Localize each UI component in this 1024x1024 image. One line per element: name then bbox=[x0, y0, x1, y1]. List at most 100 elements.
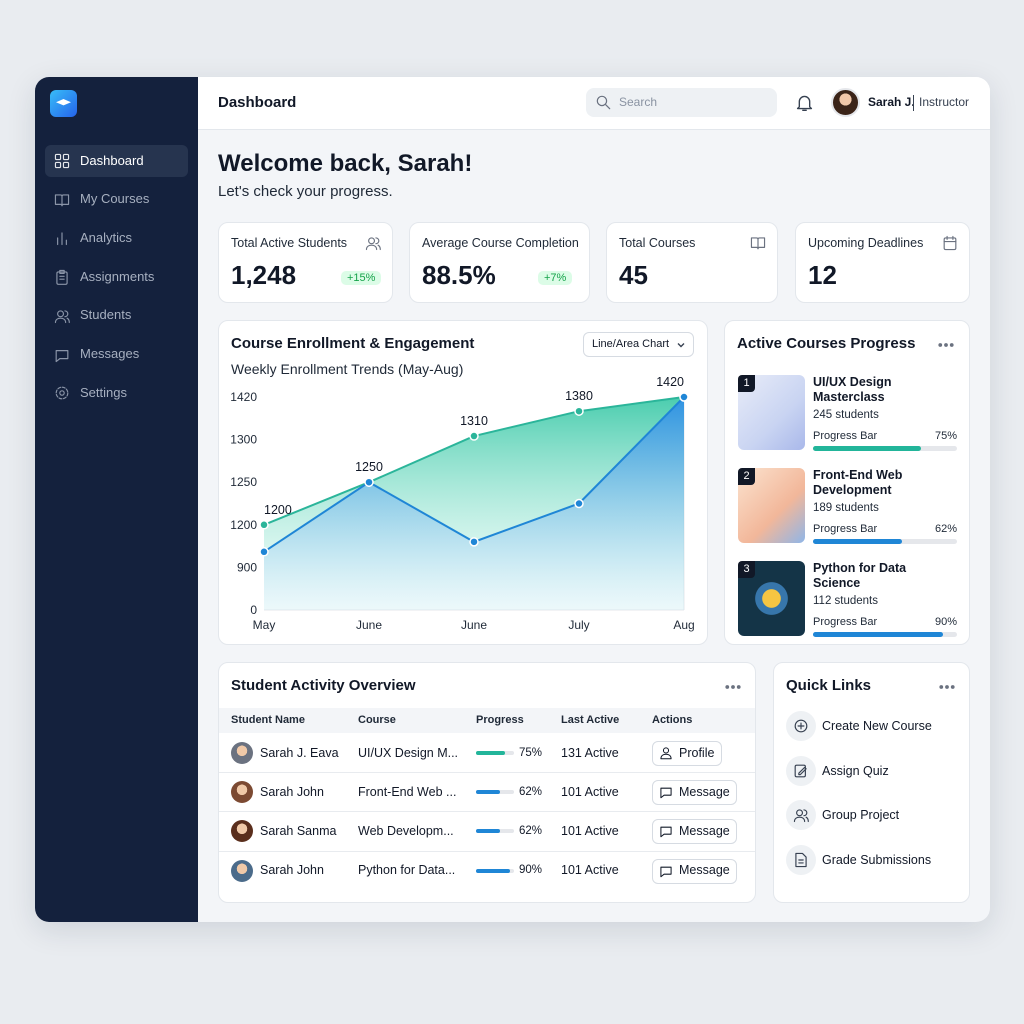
quick-link[interactable]: Group Project bbox=[822, 808, 900, 823]
data-label: 1380 bbox=[565, 389, 593, 403]
x-tick-label: July bbox=[568, 618, 589, 632]
row-divider bbox=[219, 850, 755, 852]
nav-icon-glyph bbox=[54, 310, 70, 323]
user-role: Instructor bbox=[913, 95, 969, 111]
nav-item[interactable]: Dashboard bbox=[80, 152, 144, 168]
quick-link[interactable]: Assign Quiz bbox=[822, 763, 889, 778]
quick-links-title: Quick Links bbox=[786, 677, 872, 695]
search-icon-glyph bbox=[596, 95, 611, 110]
stat-change: +15% bbox=[341, 270, 382, 286]
nav-icon-glyph bbox=[55, 349, 69, 362]
quick-links-menu bbox=[938, 678, 956, 696]
courses-menu bbox=[937, 336, 955, 354]
stat-value: 45 bbox=[619, 260, 648, 291]
data-label: 1250 bbox=[355, 460, 383, 474]
stat-value: 1,248 bbox=[231, 260, 297, 291]
user-avatar bbox=[831, 88, 860, 117]
quick-link-icon bbox=[793, 852, 809, 868]
welcome-subtitle: Let's check your progress. bbox=[218, 183, 393, 201]
course-rank: 2 bbox=[738, 468, 755, 485]
column-header: Student Name bbox=[231, 714, 305, 727]
course-title: UI/UX Design Masterclass bbox=[813, 375, 892, 404]
action-button[interactable] bbox=[652, 819, 737, 845]
quick-links-menu-glyph bbox=[939, 685, 955, 689]
y-tick-label: 1420 bbox=[230, 390, 257, 404]
action-label[interactable]: Message bbox=[679, 863, 730, 878]
nav-icon-glyph bbox=[56, 269, 68, 285]
nav-icon bbox=[54, 230, 70, 246]
area-fill bbox=[264, 397, 684, 610]
quick-link-icon-glyph bbox=[794, 719, 808, 733]
quick-link[interactable]: Create New Course bbox=[822, 718, 932, 733]
student-avatar bbox=[231, 781, 253, 804]
nav-item[interactable]: My Courses bbox=[80, 191, 150, 207]
quick-link-icon bbox=[793, 718, 809, 734]
quick-link[interactable]: Grade Submissions bbox=[822, 852, 932, 867]
chart-subtitle: Weekly Enrollment Trends (May-Aug) bbox=[231, 360, 464, 377]
courses-title: Active Courses Progress bbox=[737, 335, 916, 353]
course-students: 245 students bbox=[813, 408, 879, 421]
nav-item[interactable]: Messages bbox=[80, 346, 140, 362]
chart-control[interactable] bbox=[583, 332, 694, 357]
stat-value: 88.5% bbox=[422, 260, 496, 291]
student-name: Sarah Sanma bbox=[260, 824, 337, 839]
quick-link-icon bbox=[793, 763, 809, 779]
action-icon-glyph bbox=[660, 787, 672, 799]
user-name: Sarah J. bbox=[868, 95, 915, 110]
course-progress-label: 90% bbox=[935, 615, 958, 628]
nav-icon bbox=[54, 192, 70, 208]
nav-item[interactable]: Analytics bbox=[80, 229, 133, 245]
stat-label: Average Course Completion bbox=[422, 235, 579, 250]
y-tick-label: 900 bbox=[237, 560, 257, 574]
nav-icon bbox=[54, 269, 70, 285]
nav-icon bbox=[54, 153, 70, 169]
column-header: Last Active bbox=[561, 714, 620, 727]
action-label[interactable]: Profile bbox=[679, 745, 715, 760]
last-active: 101 Active bbox=[561, 863, 619, 878]
table-header-bg bbox=[219, 708, 755, 733]
row-divider bbox=[219, 811, 755, 813]
chart-control-caret bbox=[675, 338, 687, 350]
student-avatar bbox=[231, 820, 253, 843]
last-active: 101 Active bbox=[561, 824, 619, 839]
course-progress-bar bbox=[813, 632, 943, 637]
last-active: 101 Active bbox=[561, 785, 619, 800]
action-button[interactable] bbox=[652, 741, 722, 766]
action-icon-glyph bbox=[660, 827, 672, 838]
data-label: 1200 bbox=[264, 503, 292, 517]
stat-value: 12 bbox=[808, 260, 837, 291]
nav-icon bbox=[54, 385, 70, 401]
nav-active-bg bbox=[45, 145, 188, 177]
quick-link-icon-glyph bbox=[793, 809, 809, 823]
nav-item[interactable]: Students bbox=[80, 307, 132, 323]
stat-icon-glyph bbox=[943, 235, 957, 251]
x-tick-label: Aug bbox=[673, 618, 694, 632]
y-tick-label: 1300 bbox=[230, 433, 257, 447]
data-label: 1310 bbox=[460, 414, 488, 428]
y-tick-label: 1250 bbox=[230, 475, 257, 489]
action-button[interactable] bbox=[652, 780, 737, 806]
y-tick-label: 0 bbox=[250, 603, 257, 617]
course-rank: 3 bbox=[738, 561, 755, 578]
action-icon bbox=[659, 746, 673, 760]
course-title: Python for Data Science bbox=[813, 561, 907, 590]
last-active: 131 Active bbox=[561, 745, 619, 760]
action-button[interactable] bbox=[652, 858, 737, 884]
search-box[interactable] bbox=[586, 88, 777, 117]
student-course: UI/UX Design M... bbox=[358, 745, 459, 760]
action-icon-glyph bbox=[660, 866, 672, 877]
nav-icon-glyph bbox=[54, 153, 70, 169]
nav-item[interactable]: Assignments bbox=[80, 268, 155, 284]
action-label[interactable]: Message bbox=[679, 824, 730, 839]
stat-icon bbox=[750, 235, 766, 251]
action-icon bbox=[659, 824, 673, 838]
bell-icon-glyph bbox=[796, 95, 813, 111]
quick-link-icon-glyph bbox=[795, 852, 807, 868]
quick-link-icon bbox=[793, 807, 809, 823]
action-label[interactable]: Message bbox=[679, 785, 730, 800]
stat-icon-glyph bbox=[365, 237, 381, 251]
row-divider bbox=[219, 772, 755, 774]
data-point bbox=[574, 406, 584, 416]
nav-item[interactable]: Settings bbox=[80, 384, 127, 400]
